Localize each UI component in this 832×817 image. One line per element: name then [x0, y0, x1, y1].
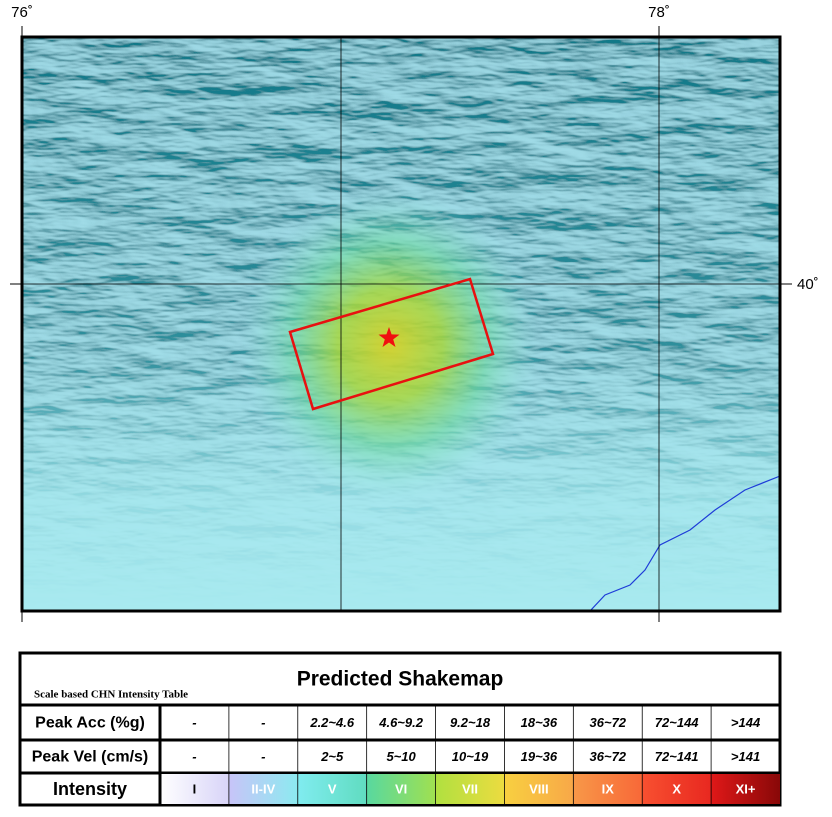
intensity-label: VII [462, 781, 478, 796]
intensity-swatch [504, 774, 574, 804]
intensity-swatch [228, 774, 298, 804]
cell-value: 72~144 [655, 715, 700, 730]
intensity-label: IX [602, 781, 615, 796]
cell-value: 2.2~4.6 [309, 715, 355, 730]
cell-value: 4.6~9.2 [378, 715, 424, 730]
cell-value: 36~72 [590, 749, 627, 764]
cell-value: - [261, 715, 265, 730]
lon-label: 76˚ [11, 4, 33, 21]
intensity-swatch [435, 774, 505, 804]
cell-value: 72~141 [655, 749, 699, 764]
legend-title: Predicted Shakemap [297, 668, 504, 691]
row-label: Intensity [53, 779, 127, 799]
cell-value: >144 [731, 715, 761, 730]
intensity-swatch [573, 774, 643, 804]
intensity-swatch [160, 774, 229, 804]
cell-value: >141 [731, 749, 760, 764]
intensity-label: VIII [529, 781, 549, 796]
rupture-box [288, 277, 495, 411]
cell-value: 19~36 [521, 749, 558, 764]
cell-value: - [192, 715, 196, 730]
intensity-label: VI [395, 781, 407, 796]
lon-label: 78˚ [648, 4, 670, 21]
river [589, 475, 780, 611]
cell-value: 18~36 [521, 715, 558, 730]
cell-value: 2~5 [320, 749, 344, 764]
intensity-swatch [711, 774, 780, 804]
row-label: Peak Acc (%g) [35, 715, 145, 732]
cell-value: - [261, 749, 265, 764]
row-label: Peak Vel (cm/s) [32, 749, 149, 766]
cell-value: - [192, 749, 196, 764]
epicenter [378, 327, 400, 347]
lat-label: 40˚ [797, 276, 819, 293]
intensity-label: XI+ [736, 781, 756, 796]
map-area [22, 37, 780, 611]
cell-value: 36~72 [590, 715, 627, 730]
map-frame [20, 35, 782, 613]
intensity-label: X [672, 781, 681, 796]
intensity-label: V [328, 781, 337, 796]
intensity-label: II-IV [251, 781, 275, 796]
intensity-label: I [193, 781, 197, 796]
legend-table: Predicted Shakemap Scale based CHN Inten… [18, 651, 782, 807]
cell-value: 10~19 [452, 749, 489, 764]
cell-value: 9.2~18 [450, 715, 491, 730]
intensity-swatch [297, 774, 367, 804]
intensity-swatch [366, 774, 436, 804]
intensity-swatch [642, 774, 712, 804]
legend-subtitle: Scale based CHN Intensity Table [34, 689, 188, 701]
intensity-field [22, 37, 780, 611]
cell-value: 5~10 [386, 749, 416, 764]
